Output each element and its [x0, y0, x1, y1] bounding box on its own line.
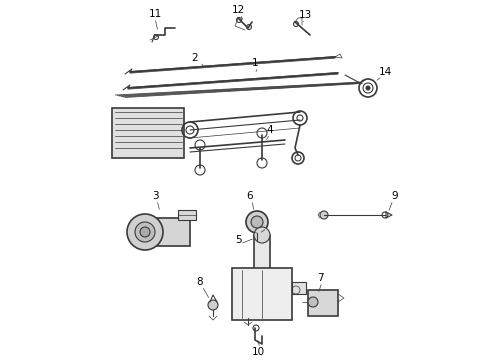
Text: 5: 5	[235, 235, 241, 245]
Bar	[308, 290, 338, 316]
Text: 13: 13	[298, 10, 312, 20]
Bar	[292, 282, 306, 294]
Circle shape	[135, 222, 155, 242]
Bar	[178, 210, 196, 220]
Text: 8: 8	[196, 277, 203, 287]
Text: 12: 12	[231, 5, 245, 15]
Circle shape	[254, 227, 270, 243]
Text: 11: 11	[148, 9, 162, 19]
Bar	[232, 268, 292, 320]
Text: 4: 4	[267, 125, 273, 135]
Bar	[254, 235, 270, 270]
Circle shape	[127, 214, 163, 250]
Circle shape	[208, 300, 218, 310]
Text: 6: 6	[246, 191, 253, 201]
Bar	[112, 108, 184, 158]
Text: 1: 1	[252, 58, 258, 68]
Circle shape	[246, 211, 268, 233]
Text: 2: 2	[192, 53, 198, 63]
Text: 7: 7	[317, 273, 323, 283]
Text: 3: 3	[152, 191, 158, 201]
Circle shape	[251, 216, 263, 228]
Bar	[135, 218, 190, 246]
Text: 14: 14	[378, 67, 392, 77]
Circle shape	[308, 297, 318, 307]
Text: 10: 10	[251, 347, 265, 357]
Circle shape	[366, 86, 370, 90]
Text: 9: 9	[392, 191, 398, 201]
Circle shape	[140, 227, 150, 237]
Circle shape	[320, 211, 328, 219]
